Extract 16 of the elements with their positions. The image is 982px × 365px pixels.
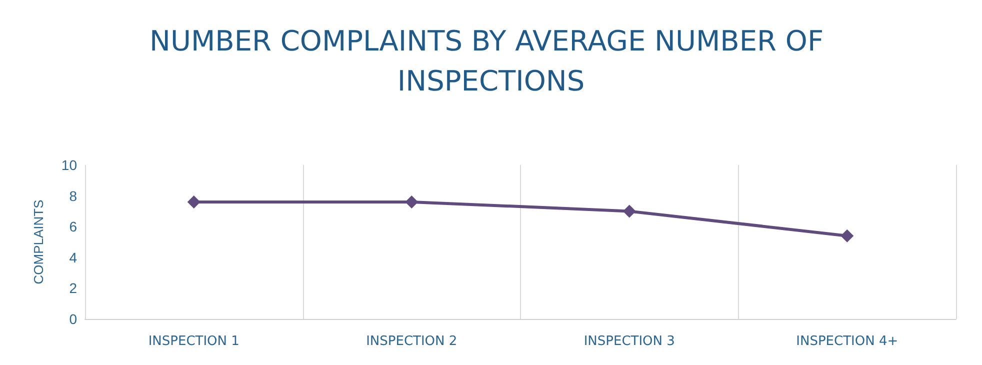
x-tick-label: INSPECTION 3 [584,334,675,349]
point [622,204,636,218]
point [187,195,200,208]
y-axis-title: COMPLAINTS [31,199,46,284]
y-tick-label: 2 [69,280,78,296]
chart-title: NUMBER COMPLAINTS BY AVERAGE NUMBER OF INSPECTIONS [150,24,832,98]
x-tick-label: INSPECTION 2 [366,334,458,349]
y-tick-label: 10 [61,157,78,173]
y-tick-label: 0 [69,311,78,327]
y-tick-label: 6 [69,218,78,235]
x-tick-label: INSPECTION 1 [148,334,240,349]
y-tick-label: 8 [69,188,78,204]
x-tick-label: INSPECTION 4+ [796,334,898,349]
point [405,195,418,208]
point [840,229,854,242]
y-tick-label: 4 [69,249,78,266]
